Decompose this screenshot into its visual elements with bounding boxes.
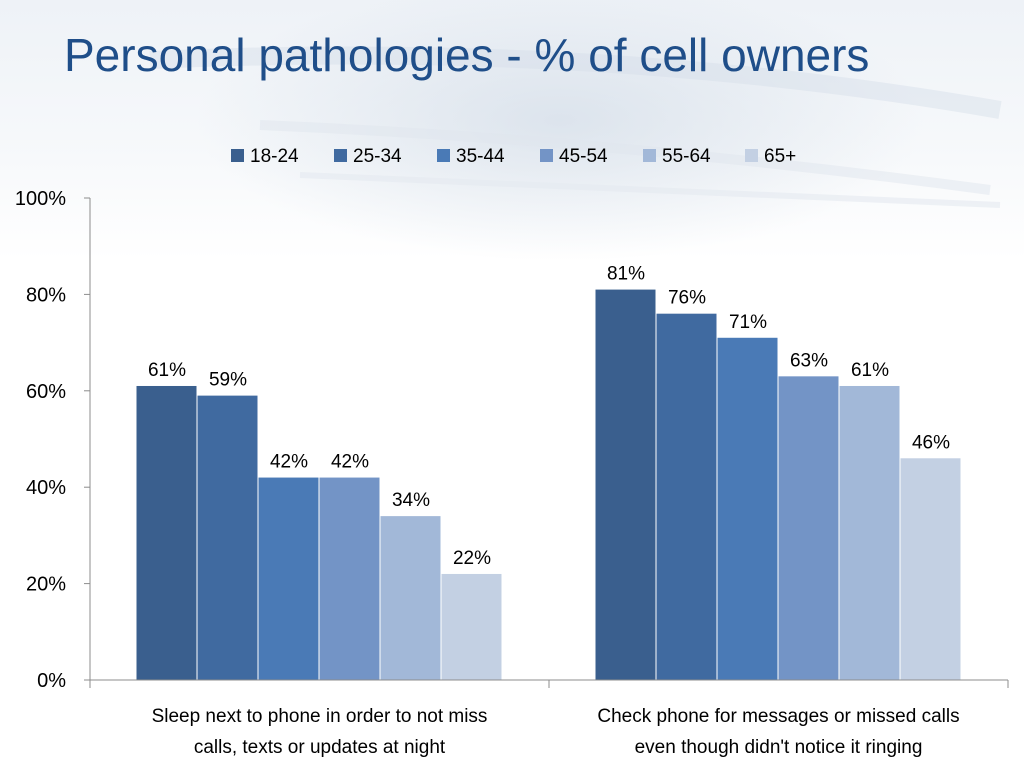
bar-value-label: 34%: [392, 490, 430, 511]
legend-swatch: [540, 149, 553, 162]
x-category-label: even though didn't notice it ringing: [635, 737, 923, 758]
chart-legend: 18-24 25-34 35-44 45-54 55-64 65+: [231, 146, 796, 167]
y-axis-ticks: 0% 20% 40% 60% 80% 100%: [15, 188, 90, 692]
bar-value-label: 42%: [331, 452, 369, 473]
bar: [197, 395, 258, 680]
y-tick-label: 20%: [26, 574, 66, 596]
bar: [778, 376, 839, 680]
legend-label: 18-24: [250, 146, 299, 167]
bar-value-label: 63%: [790, 350, 828, 371]
bars: 61% 59% 42% 42% 34% 22% 81% 76% 71% 63% 61% 46%: [136, 264, 961, 680]
bar-value-label: 42%: [270, 452, 308, 473]
legend-swatch: [745, 149, 758, 162]
bar: [136, 385, 197, 680]
legend-label: 45-54: [559, 146, 608, 167]
bar: [380, 516, 441, 680]
y-tick-label: 80%: [26, 284, 66, 306]
slide-title: Personal pathologies - % of cell owners: [64, 29, 870, 81]
y-tick-label: 40%: [26, 477, 66, 499]
bar-value-label: 61%: [148, 360, 186, 381]
legend-label: 65+: [764, 146, 796, 167]
bar: [656, 313, 717, 680]
x-category-label: Check phone for messages or missed calls: [597, 706, 959, 727]
bar: [441, 573, 502, 680]
bar: [839, 385, 900, 680]
legend-swatch: [334, 149, 347, 162]
bar-value-label: 59%: [209, 370, 247, 391]
legend-label: 55-64: [662, 146, 711, 167]
axes: [89, 198, 1009, 688]
x-axis-labels: Sleep next to phone in order to not miss…: [152, 706, 960, 758]
bar: [595, 289, 656, 680]
legend-swatch: [437, 149, 450, 162]
x-category-label: calls, texts or updates at night: [194, 737, 446, 758]
legend-label: 35-44: [456, 146, 505, 167]
legend-swatch: [231, 149, 244, 162]
bar: [258, 477, 319, 680]
bar: [900, 458, 961, 680]
bar-value-label: 46%: [912, 432, 950, 453]
legend-swatch: [643, 149, 656, 162]
y-tick-label: 0%: [37, 670, 66, 692]
bar-value-label: 22%: [453, 548, 491, 569]
bar: [319, 477, 380, 680]
y-tick-label: 100%: [15, 188, 66, 210]
bar-value-label: 81%: [607, 264, 645, 285]
legend-label: 25-34: [353, 146, 402, 167]
bar-value-label: 61%: [851, 360, 889, 381]
bar: [717, 337, 778, 680]
bar-value-label: 76%: [668, 288, 706, 309]
x-category-label: Sleep next to phone in order to not miss: [152, 706, 488, 727]
bar-value-label: 71%: [729, 312, 767, 333]
y-tick-label: 60%: [26, 381, 66, 403]
